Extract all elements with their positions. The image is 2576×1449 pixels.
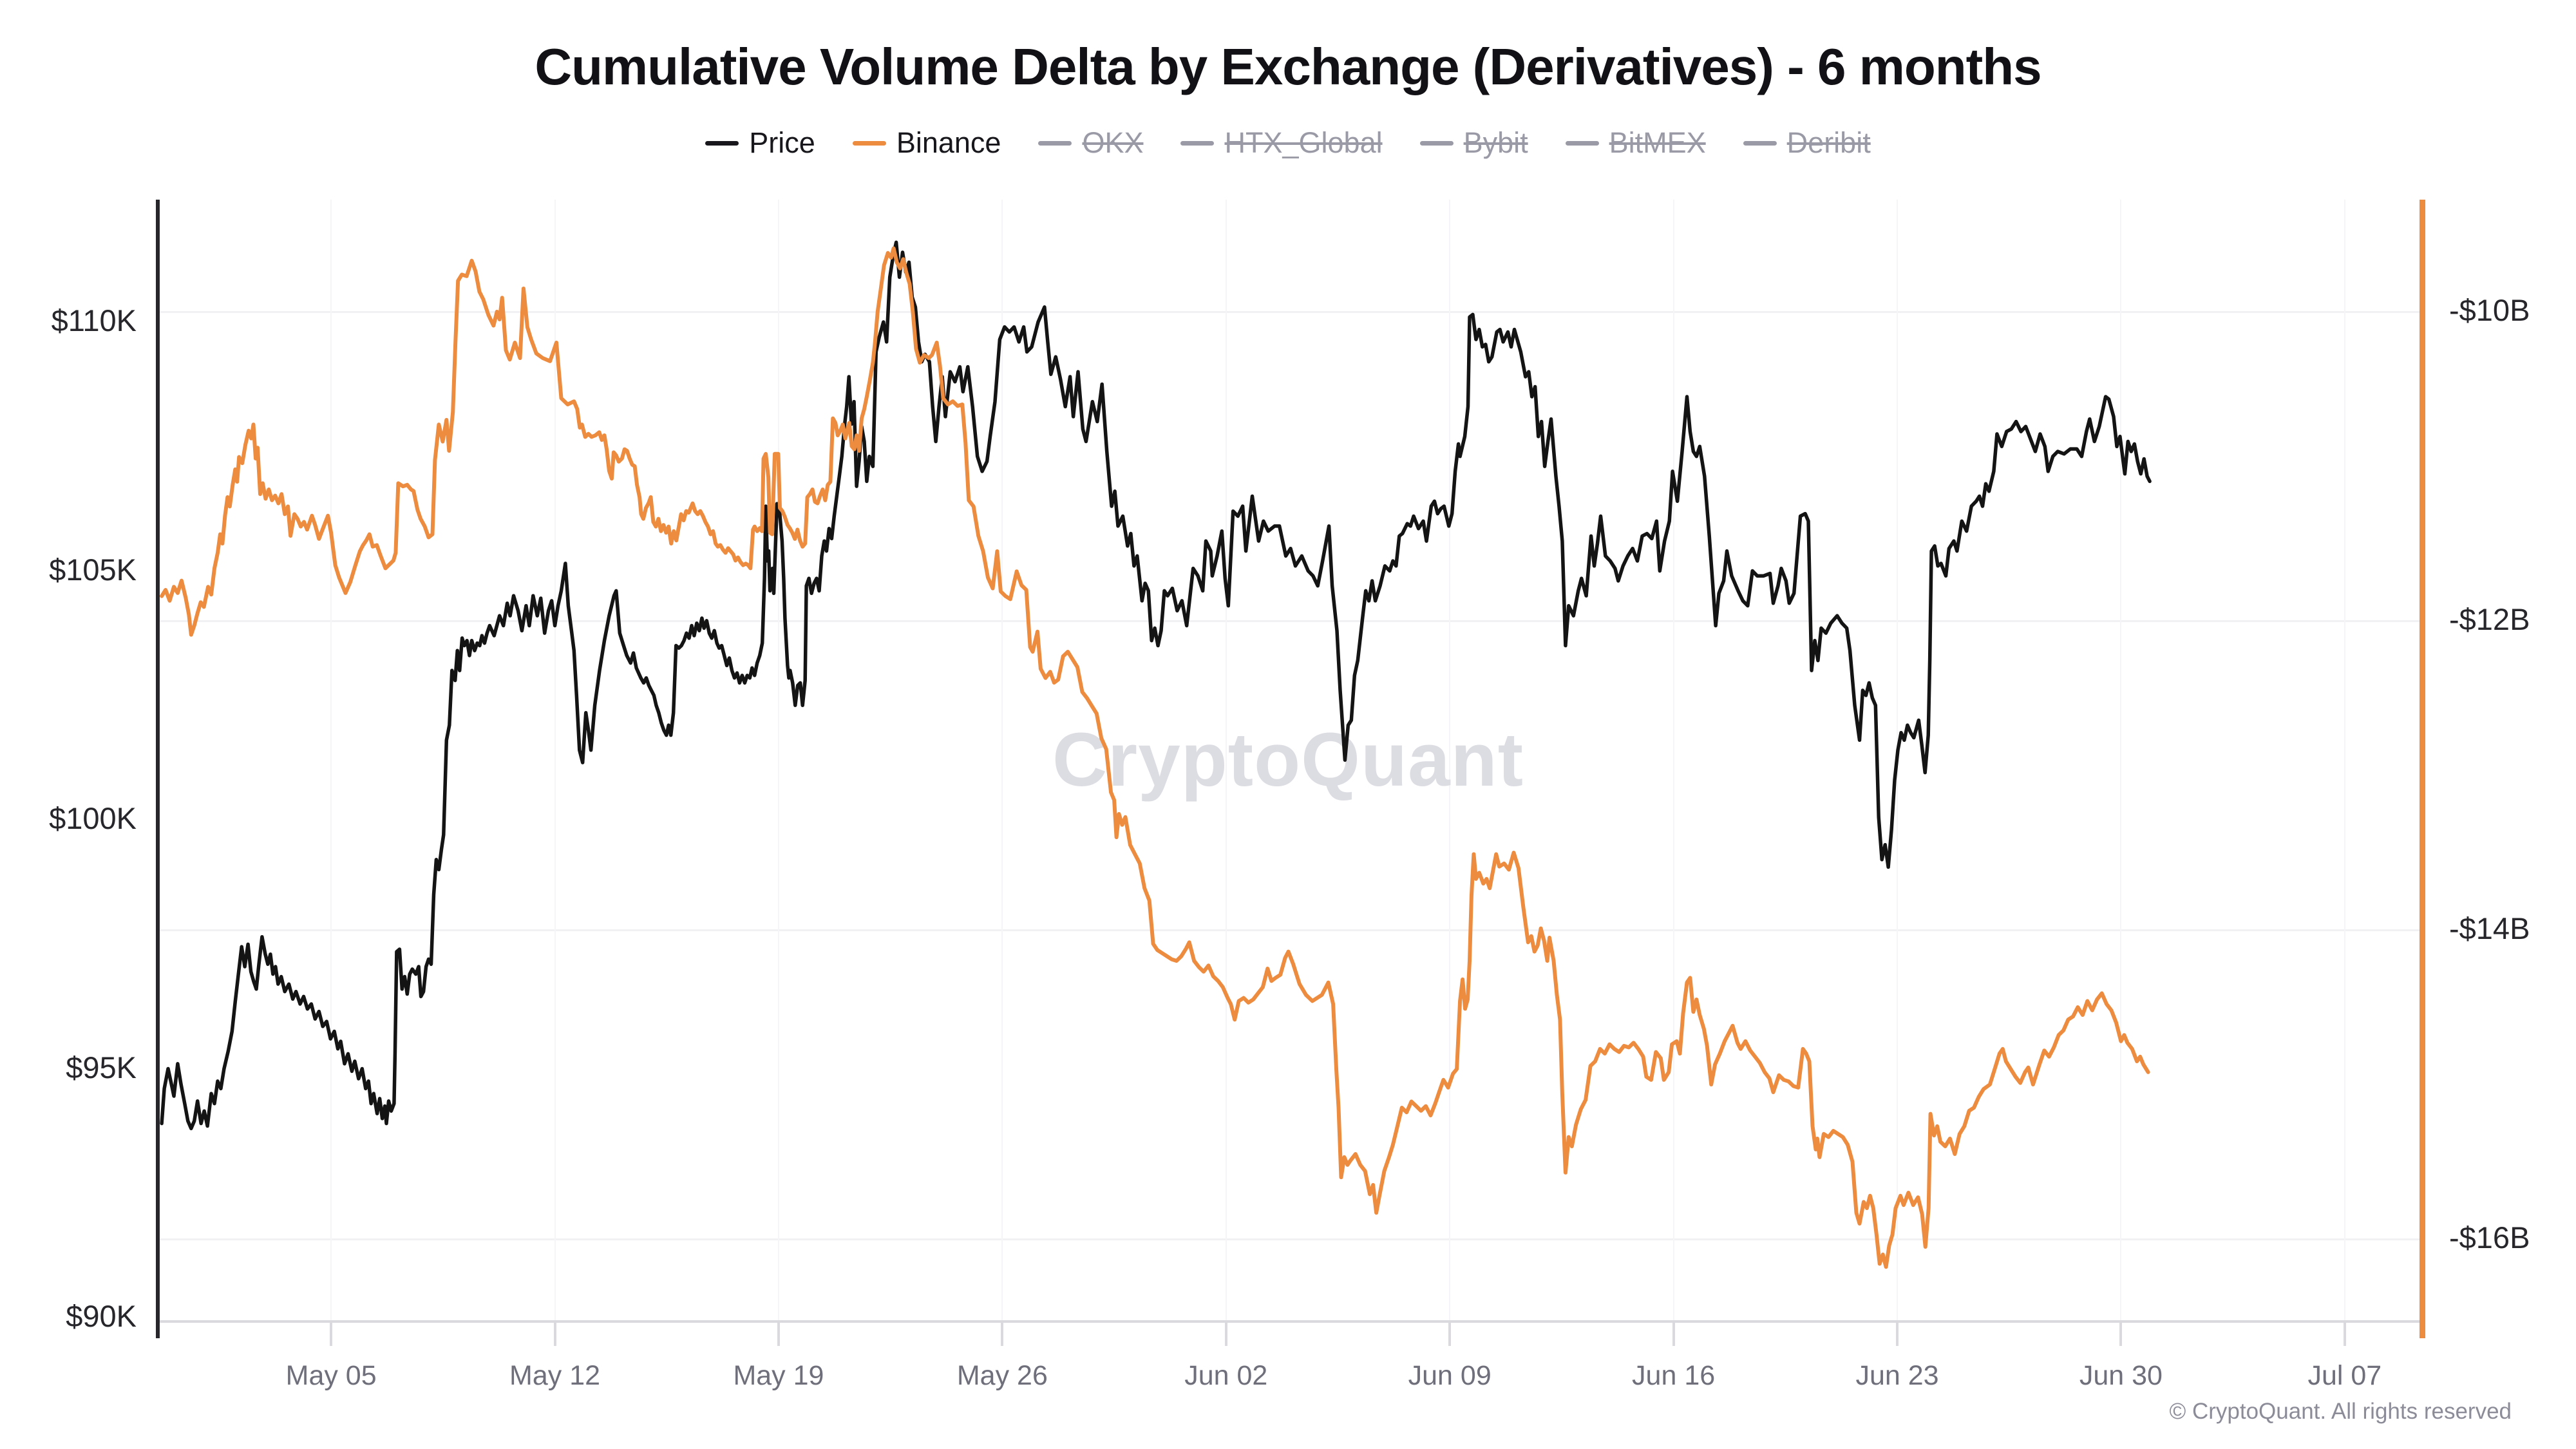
gridline-v: [1672, 200, 1674, 1320]
x-axis-tick: [777, 1321, 780, 1346]
gridline-v: [330, 200, 332, 1320]
x-axis-tick-label: May 12: [509, 1360, 601, 1391]
left-axis-tick-label: $90K: [66, 1299, 137, 1333]
x-axis-tick: [1672, 1321, 1675, 1346]
bybit-series-dash-icon: [1419, 140, 1454, 146]
gridline-h: [160, 620, 2420, 622]
x-axis-tick: [1224, 1321, 1227, 1346]
gridline-h: [160, 929, 2420, 931]
legend-label: Deribit: [1786, 126, 1871, 159]
left-axis-tick-label: $110K: [51, 303, 137, 337]
legend-item-deribit[interactable]: Deribit: [1743, 126, 1871, 160]
series-line-binance: [160, 246, 2150, 1269]
x-axis-tick: [2343, 1321, 2346, 1346]
gridline-v: [1449, 200, 1451, 1320]
left-axis-tick-label: $100K: [49, 801, 137, 835]
x-axis-line: [160, 1320, 2420, 1323]
x-axis-tick: [553, 1321, 556, 1346]
x-axis-tick-label: Jun 02: [1184, 1360, 1268, 1391]
x-axis-tick-label: May 26: [956, 1360, 1048, 1391]
legend-item-binance[interactable]: Binance: [852, 126, 1001, 160]
right-axis-tick-label: -$16B: [2449, 1220, 2530, 1255]
right-axis-tick-label: -$12B: [2449, 602, 2530, 636]
right-axis-line: [2420, 200, 2425, 1338]
legend-label: OKX: [1082, 126, 1144, 159]
price-series-dash-icon: [705, 140, 739, 146]
x-axis-tick-label: Jun 09: [1408, 1360, 1492, 1391]
right-axis-tick-label: -$10B: [2449, 293, 2530, 327]
gridline-v: [2344, 200, 2345, 1320]
watermark: CryptoQuant: [1052, 717, 1524, 802]
left-axis-line: [156, 200, 160, 1338]
x-axis-tick: [1001, 1321, 1004, 1346]
htx-series-dash-icon: [1180, 140, 1215, 146]
okx-series-dash-icon: [1038, 140, 1072, 146]
gridline-v: [777, 200, 779, 1320]
x-axis-tick-label: May 19: [733, 1360, 824, 1391]
binance-series-dash-icon: [852, 140, 886, 146]
left-axis-tick-label: $105K: [49, 552, 137, 587]
x-axis-tick: [330, 1321, 333, 1346]
gridline-v: [2120, 200, 2122, 1320]
x-axis-tick-label: Jul 07: [2307, 1360, 2382, 1391]
legend-label: Binance: [896, 126, 1001, 159]
series-line-price: [160, 240, 2152, 1131]
legend-label: Bybit: [1463, 126, 1528, 159]
chart-title: Cumulative Volume Delta by Exchange (Der…: [535, 38, 2041, 95]
legend-item-bybit[interactable]: Bybit: [1419, 126, 1528, 160]
gridline-h: [160, 311, 2420, 313]
legend-label: Price: [749, 126, 815, 159]
legend: Price Binance OKX HTX_Global Bybit BitME…: [0, 126, 2576, 160]
x-axis-tick-label: Jun 16: [1632, 1360, 1716, 1391]
legend-label: BitMEX: [1609, 126, 1706, 159]
deribit-series-dash-icon: [1743, 140, 1777, 146]
gridline-v: [1225, 200, 1227, 1320]
x-axis-tick: [2119, 1321, 2123, 1346]
legend-label: HTX_Global: [1224, 126, 1383, 159]
copyright-note: © CryptoQuant. All rights reserved: [2169, 1399, 2512, 1424]
gridline-h: [160, 1238, 2420, 1240]
gridline-v: [1001, 200, 1003, 1320]
bitmex-series-dash-icon: [1565, 140, 1599, 146]
x-axis-tick-label: Jun 23: [1855, 1360, 1939, 1391]
x-axis-tick-label: May 05: [285, 1360, 377, 1391]
x-axis-tick-label: Jun 30: [2079, 1360, 2163, 1391]
legend-item-okx[interactable]: OKX: [1038, 126, 1143, 160]
legend-item-htx-global[interactable]: HTX_Global: [1180, 126, 1383, 160]
x-axis-tick: [1896, 1321, 1899, 1346]
legend-item-bitmex[interactable]: BitMEX: [1565, 126, 1706, 160]
legend-item-price[interactable]: Price: [705, 126, 815, 160]
right-axis-tick-label: -$14B: [2449, 911, 2530, 945]
x-axis-tick: [1448, 1321, 1452, 1346]
gridline-v: [554, 200, 556, 1320]
left-axis-tick-label: $95K: [66, 1050, 137, 1084]
